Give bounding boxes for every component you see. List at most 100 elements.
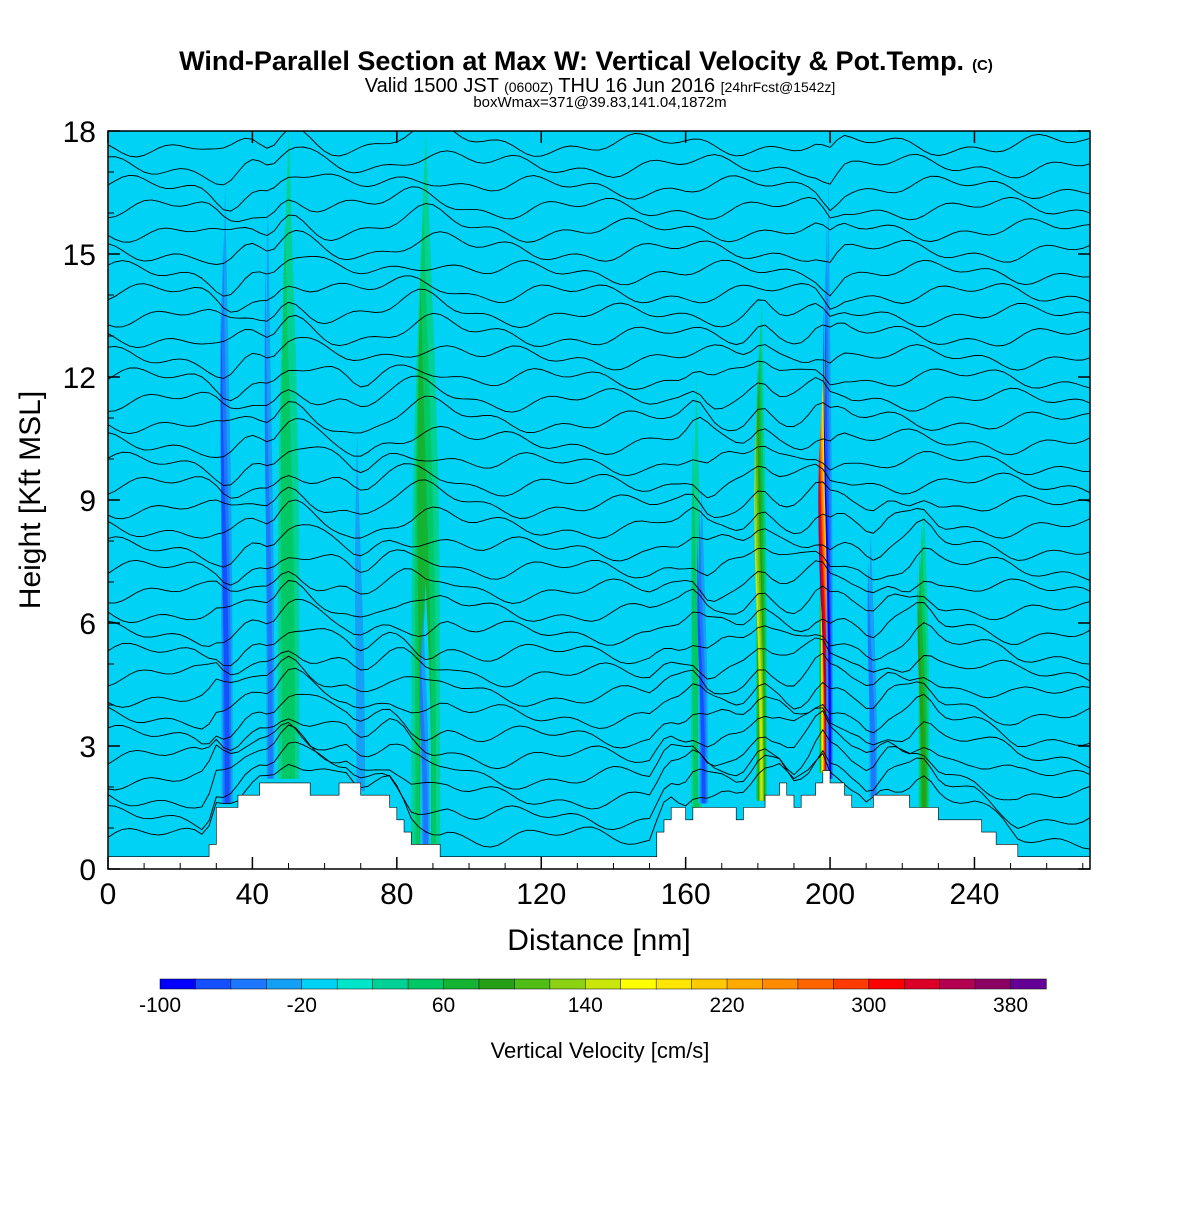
isentrope-6 (108, 667, 1090, 730)
isentrope-24 (108, 312, 1090, 349)
colorbar-swatch-5 (336, 978, 374, 990)
y-tick-label-5: 15 (63, 239, 96, 272)
y-tick-label-4: 12 (63, 362, 96, 395)
x-tick-label-3: 120 (516, 878, 566, 911)
y-tick-label-6: 18 (63, 116, 96, 149)
colorbar-swatch-12 (585, 978, 622, 990)
isentrope-0 (108, 752, 1090, 850)
y-tick-label-3: 9 (79, 485, 96, 518)
isentrope-32 (108, 146, 1090, 186)
colorbar-swatch-11 (549, 978, 586, 990)
chart-title: Wind-Parallel Section at Max W: Vertical… (179, 46, 993, 76)
colorbar-swatch-18 (797, 978, 835, 990)
chart-subtitle: Valid 1500 JST (0600Z) THU 16 Jun 2016 [… (365, 75, 836, 97)
downdraft-4-level-3 (697, 539, 706, 804)
isentrope-22 (108, 360, 1090, 402)
downdraft-6-level-2 (867, 559, 876, 797)
chart-subtitle-box: boxWmax=371@39.83,141.04,1872m (473, 94, 726, 111)
x-axis-label: Distance [nm] (507, 924, 690, 957)
updraft-5-level-1 (691, 437, 700, 809)
downdraft-2-level-1 (354, 434, 366, 792)
colorbar-swatch-21 (903, 978, 941, 990)
x-tick-label-1: 40 (236, 878, 269, 911)
isentrope-31 (108, 173, 1090, 212)
colorbar-swatch-20 (868, 978, 905, 990)
isentrope-14 (108, 518, 1090, 568)
isentrope-4 (108, 707, 1090, 770)
colorbar-swatch-14 (655, 978, 693, 990)
isentrope-18 (108, 445, 1090, 486)
isentrope-30 (108, 186, 1090, 223)
chart-title-text: Wind-Parallel Section at Max W: Vertical… (179, 46, 964, 76)
isentrope-lines (108, 131, 1090, 850)
isentrope-29 (108, 203, 1090, 243)
colorbar-label: Vertical Velocity [cm/s] (491, 1038, 710, 1063)
isentrope-21 (108, 375, 1090, 413)
isentrope-1 (108, 741, 1090, 831)
colorbar-tick-label-4: 220 (710, 994, 745, 1017)
colorbar-swatch-17 (762, 978, 799, 990)
colorbar-tick-label-0: -100 (139, 994, 181, 1017)
y-tick-label-2: 6 (79, 608, 96, 641)
colorbar-swatch-9 (478, 978, 516, 990)
colorbar-swatch-2 (230, 978, 267, 990)
x-tick-label-6: 240 (949, 878, 999, 911)
colorbar-tick-label-1: -20 (287, 994, 317, 1017)
colorbar-swatch-15 (691, 978, 728, 990)
updraft-1-level-6 (754, 436, 763, 801)
x-axis: 0 40 80 120 160 200 240 (100, 131, 1084, 911)
colorbar-swatch-19 (833, 978, 870, 990)
colorbar-tick-label-3: 140 (568, 994, 603, 1017)
colorbar-tick-label-5: 300 (851, 994, 886, 1017)
plot-area (108, 131, 1090, 869)
colorbar-tick-label-2: 60 (432, 994, 455, 1017)
isentrope-9 (108, 621, 1090, 667)
downdraft-0-level-3 (220, 287, 230, 804)
plot-background (108, 131, 1090, 869)
colorbar-swatch-16 (726, 978, 764, 990)
terrain-mask (108, 770, 1090, 869)
x-tick-label-2: 80 (380, 878, 413, 911)
x-tick-label-5: 200 (805, 878, 855, 911)
isentrope-17 (108, 463, 1090, 499)
downdraft-5-level-4 (823, 295, 832, 779)
isentrope-12 (108, 560, 1090, 604)
isentrope-20 (108, 395, 1090, 435)
colorbar-swatch-3 (266, 978, 303, 990)
isentrope-25 (108, 288, 1090, 329)
isentrope-10 (108, 598, 1090, 647)
downdraft-3-level-2 (419, 634, 429, 845)
isentrope-7 (108, 652, 1090, 708)
y-tick-label-0: 0 (79, 854, 96, 887)
velocity-field (219, 131, 930, 845)
isentrope-28 (108, 229, 1090, 265)
colorbar-swatch-8 (443, 978, 480, 990)
colorbar-swatch-7 (407, 978, 445, 990)
downdraft-1-level-2 (264, 260, 273, 779)
isentrope-26 (108, 275, 1090, 313)
x-tick-label-0: 0 (100, 878, 117, 911)
isentrope-33 (108, 131, 1090, 158)
updraft-4-level-1 (281, 221, 296, 779)
isentrope-2 (108, 724, 1090, 810)
updraft-2-level-3 (917, 572, 926, 810)
colorbar-swatch-23 (974, 978, 1012, 990)
isentrope-16 (108, 479, 1090, 520)
colorbar-swatch-24 (1010, 978, 1047, 990)
isentrope-19 (108, 416, 1090, 458)
isentrope-8 (108, 637, 1090, 688)
chart-title-mark: (C) (972, 57, 993, 74)
isentrope-13 (108, 547, 1090, 586)
isentrope-27 (108, 256, 1090, 297)
colorbar-swatch-4 (301, 978, 338, 990)
colorbar: -100 -20 60 140 220 300 380 (139, 978, 1047, 1017)
isentrope-23 (108, 336, 1090, 379)
isentrope-5 (108, 693, 1090, 749)
colorbar-tick-label-6: 380 (993, 994, 1028, 1017)
y-axis-label: Height [Kft MSL] (14, 391, 47, 609)
y-axis: 0 3 6 9 12 15 18 (63, 116, 1090, 887)
y-tick-label-1: 3 (79, 731, 96, 764)
isentrope-3 (108, 710, 1090, 791)
